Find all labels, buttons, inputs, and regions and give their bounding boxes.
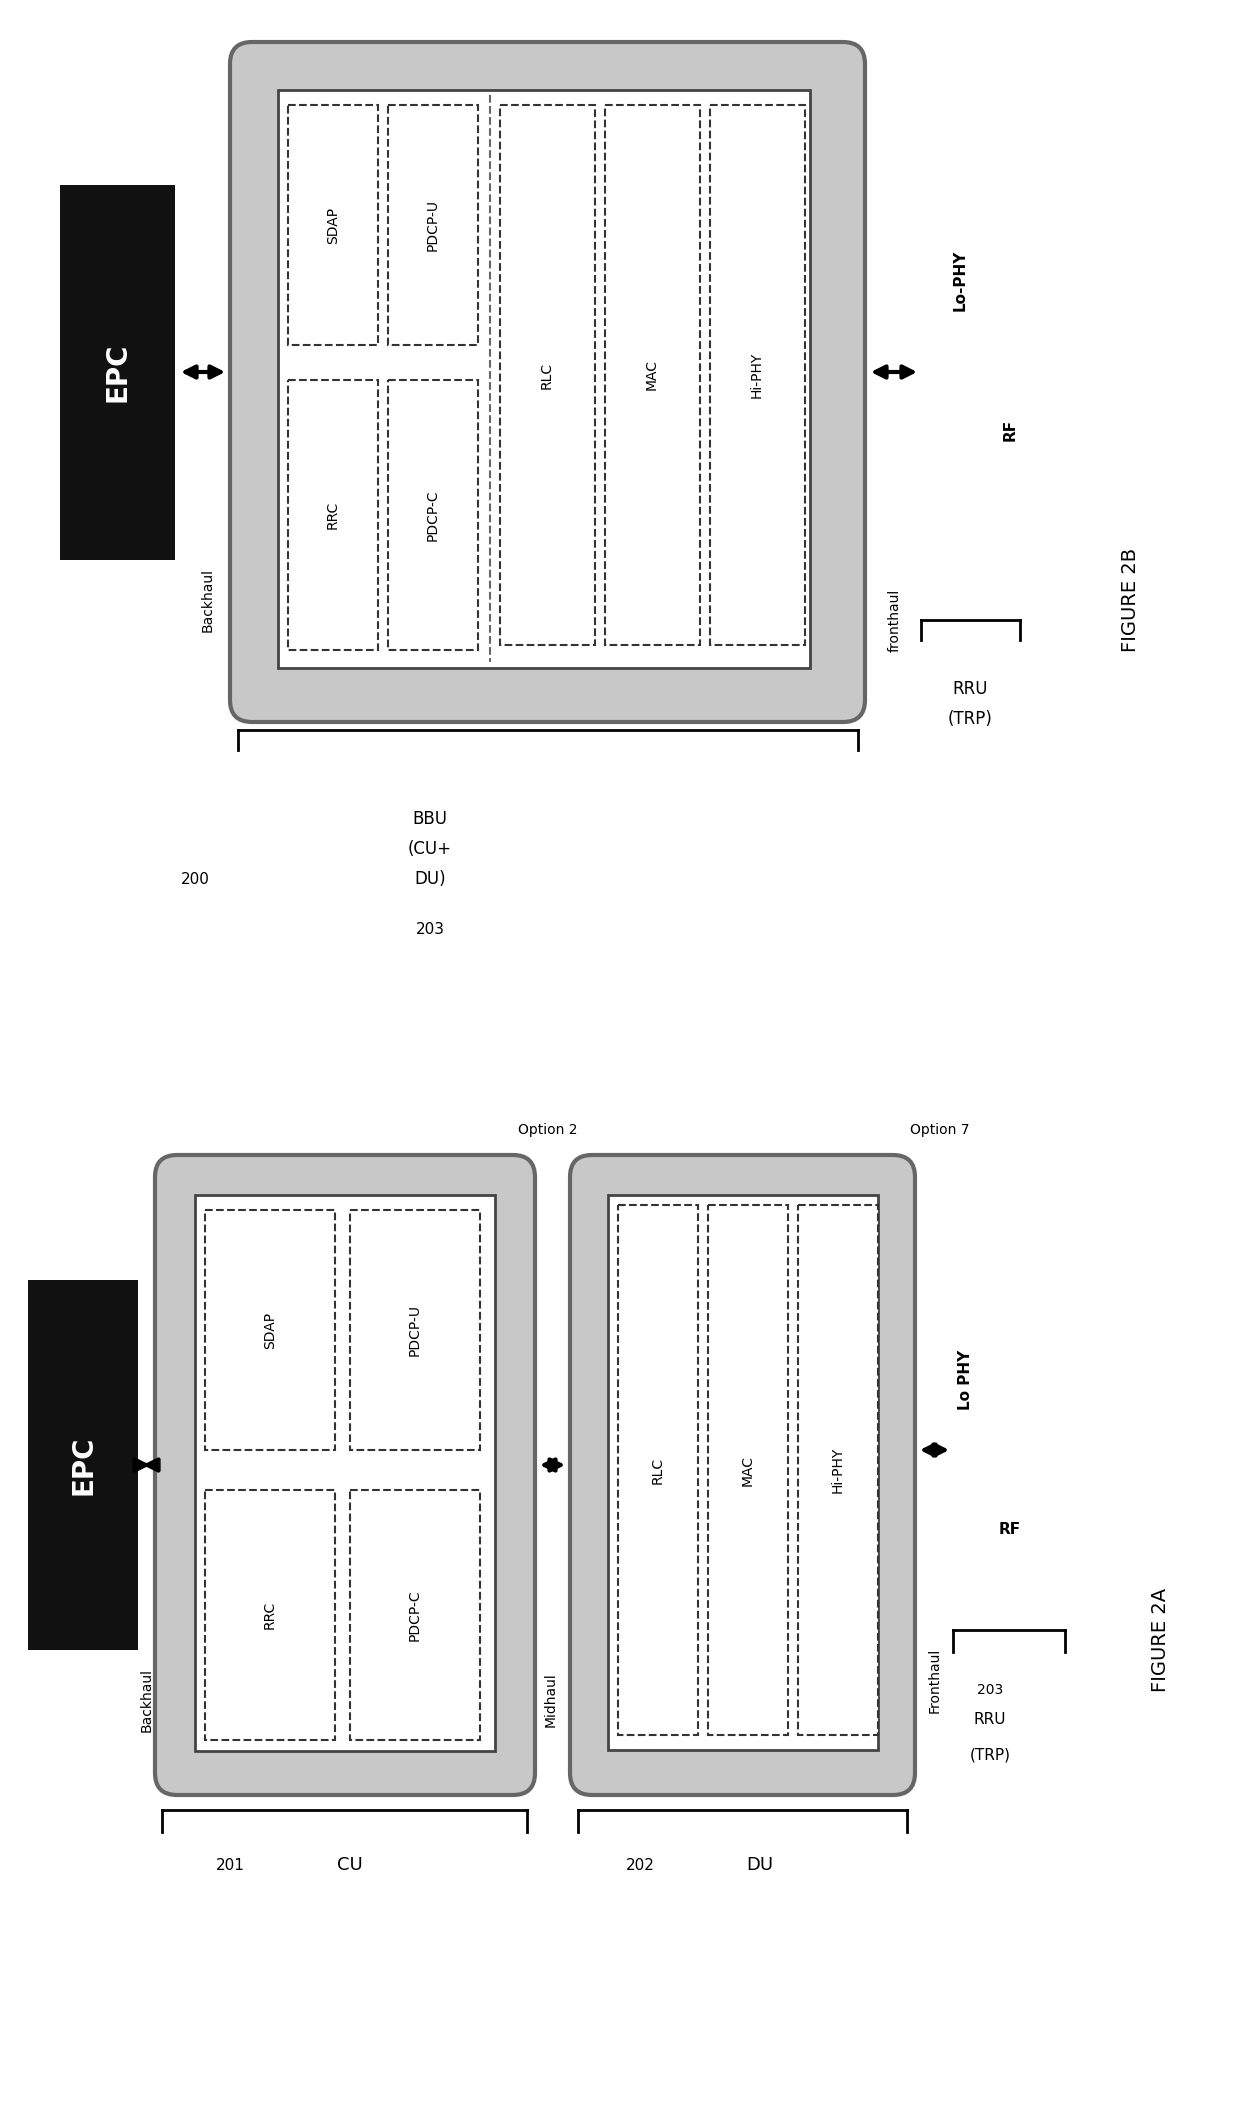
Text: 202: 202: [625, 1857, 655, 1872]
Text: PDCP-C: PDCP-C: [408, 1590, 422, 1640]
Text: FIGURE 2A: FIGURE 2A: [1151, 1587, 1169, 1692]
Text: 200: 200: [181, 873, 210, 888]
Text: SDAP: SDAP: [326, 206, 340, 244]
Bar: [618, 1205, 698, 1734]
Text: PDCP-C: PDCP-C: [427, 489, 440, 540]
Text: MAC: MAC: [742, 1454, 755, 1485]
Text: 203: 203: [977, 1683, 1003, 1698]
Text: Backhaul: Backhaul: [140, 1668, 154, 1732]
Bar: [388, 104, 477, 344]
Text: RF: RF: [1002, 419, 1018, 442]
FancyBboxPatch shape: [155, 1156, 534, 1796]
Bar: [608, 1194, 878, 1751]
Text: EPC: EPC: [103, 342, 131, 402]
Text: (TRP): (TRP): [947, 710, 992, 729]
Text: CU: CU: [337, 1855, 363, 1874]
FancyBboxPatch shape: [229, 42, 866, 722]
Text: DU): DU): [414, 869, 446, 888]
Bar: [195, 1194, 495, 1751]
Text: Hi-PHY: Hi-PHY: [750, 353, 764, 397]
Text: Option 7: Option 7: [910, 1122, 970, 1137]
Bar: [205, 1490, 335, 1740]
Bar: [60, 185, 175, 561]
Text: Lo PHY: Lo PHY: [957, 1349, 972, 1411]
Text: DU: DU: [746, 1855, 774, 1874]
Text: RRC: RRC: [263, 1600, 277, 1630]
Text: Option 2: Option 2: [518, 1122, 578, 1137]
Text: (CU+: (CU+: [408, 839, 453, 858]
Bar: [350, 1490, 480, 1740]
Bar: [388, 380, 477, 650]
Text: Hi-PHY: Hi-PHY: [831, 1447, 844, 1494]
Text: PDCP-U: PDCP-U: [427, 200, 440, 251]
Text: BBU: BBU: [413, 810, 448, 829]
Text: Lo-PHY: Lo-PHY: [952, 249, 967, 310]
Text: EPC: EPC: [69, 1434, 97, 1494]
Text: MAC: MAC: [645, 359, 658, 391]
Text: RLC: RLC: [539, 361, 554, 389]
Text: Backhaul: Backhaul: [201, 567, 215, 631]
Text: (TRP): (TRP): [970, 1747, 1011, 1762]
FancyBboxPatch shape: [570, 1156, 915, 1796]
Bar: [605, 104, 701, 646]
Text: FIGURE 2B: FIGURE 2B: [1121, 548, 1140, 652]
Text: SDAP: SDAP: [263, 1311, 277, 1349]
Text: fronthaul: fronthaul: [888, 589, 901, 652]
Text: RF: RF: [999, 1522, 1021, 1538]
Bar: [799, 1205, 878, 1734]
Bar: [711, 104, 805, 646]
Text: Fronthaul: Fronthaul: [928, 1647, 942, 1713]
Text: RRC: RRC: [326, 502, 340, 529]
Text: Midhaul: Midhaul: [544, 1672, 558, 1728]
Text: 201: 201: [216, 1857, 244, 1872]
Bar: [500, 104, 595, 646]
Text: RLC: RLC: [651, 1456, 665, 1483]
Bar: [29, 1279, 138, 1649]
Text: RRU: RRU: [952, 680, 988, 697]
Bar: [708, 1205, 787, 1734]
Bar: [350, 1209, 480, 1449]
Text: 203: 203: [415, 922, 444, 937]
Text: RRU: RRU: [973, 1713, 1006, 1728]
Bar: [288, 104, 378, 344]
Bar: [278, 89, 810, 667]
Bar: [205, 1209, 335, 1449]
Text: PDCP-U: PDCP-U: [408, 1305, 422, 1356]
Bar: [288, 380, 378, 650]
